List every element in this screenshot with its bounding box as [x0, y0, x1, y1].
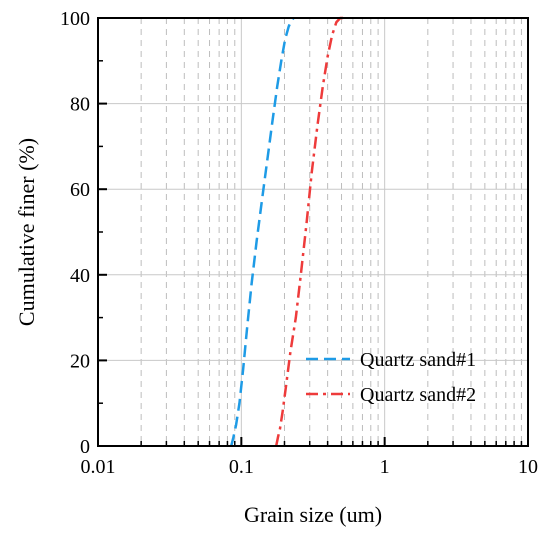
y-tick-label: 0 — [80, 436, 90, 458]
grid — [97, 17, 529, 447]
x-tick-label: 10 — [518, 456, 538, 478]
y-tick-label: 100 — [60, 8, 90, 30]
x-tick-label: 1 — [380, 456, 390, 478]
y-tick-label: 80 — [70, 94, 90, 116]
series-line-1 — [230, 17, 295, 447]
y-tick-label: 40 — [70, 265, 90, 287]
axis-ticks — [97, 17, 529, 447]
y-axis-title: Cumulative finer (%) — [14, 138, 39, 326]
series-line-2 — [274, 16, 344, 447]
x-axis-title: Grain size (um) — [244, 502, 382, 527]
x-tick-label: 0.01 — [81, 456, 116, 478]
plot-frame — [97, 17, 529, 447]
series-lines — [230, 16, 344, 447]
legend-label-quartz-sand-1: Quartz sand#1 — [360, 349, 476, 371]
y-tick-label: 60 — [70, 179, 90, 201]
legend-label-quartz-sand-2: Quartz sand#2 — [360, 384, 476, 406]
legend: Quartz sand#1 Quartz sand#2 — [306, 349, 476, 406]
y-tick-label: 20 — [70, 350, 90, 372]
x-tick-label: 0.1 — [229, 456, 254, 478]
